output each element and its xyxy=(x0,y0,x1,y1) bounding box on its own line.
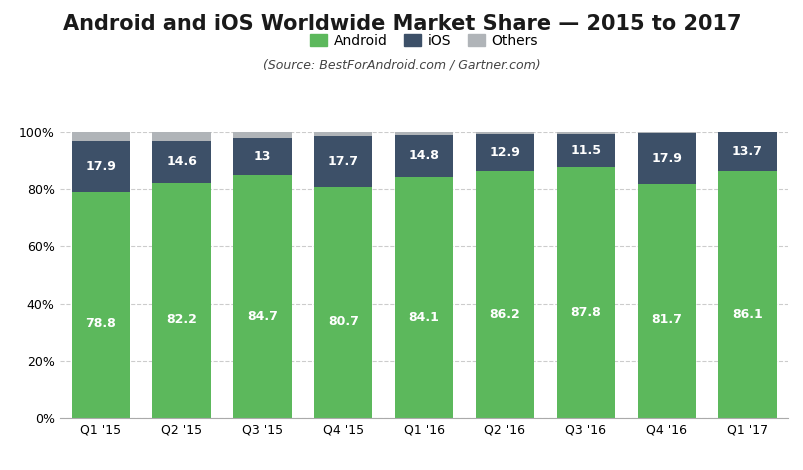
Text: 14.6: 14.6 xyxy=(166,155,197,168)
Text: 86.1: 86.1 xyxy=(732,308,762,321)
Bar xyxy=(556,166,614,418)
Bar xyxy=(556,133,614,166)
Bar xyxy=(637,132,695,133)
Bar xyxy=(71,132,129,141)
Bar xyxy=(475,171,533,418)
Bar xyxy=(314,187,372,418)
Text: 12.9: 12.9 xyxy=(489,146,520,159)
Bar xyxy=(637,133,695,184)
Bar xyxy=(718,172,776,418)
Bar xyxy=(394,177,453,418)
Bar xyxy=(314,136,372,187)
Text: 84.1: 84.1 xyxy=(408,311,439,323)
Text: (Source: BestForAndroid.com / Gartner.com): (Source: BestForAndroid.com / Gartner.co… xyxy=(263,59,540,72)
Text: 87.8: 87.8 xyxy=(569,306,601,319)
Text: 11.5: 11.5 xyxy=(569,144,601,157)
Bar xyxy=(233,132,291,138)
Text: 84.7: 84.7 xyxy=(247,310,278,323)
Text: 82.2: 82.2 xyxy=(166,313,197,326)
Bar xyxy=(718,132,776,172)
Text: 14.8: 14.8 xyxy=(408,149,439,163)
Text: 17.7: 17.7 xyxy=(328,155,358,168)
Text: 78.8: 78.8 xyxy=(85,317,116,330)
Bar xyxy=(71,192,129,418)
Bar xyxy=(233,138,291,175)
Text: Android and iOS Worldwide Market Share — 2015 to 2017: Android and iOS Worldwide Market Share —… xyxy=(63,14,740,34)
Text: 13.7: 13.7 xyxy=(732,145,762,158)
Bar xyxy=(153,141,210,183)
Text: 17.9: 17.9 xyxy=(650,152,681,165)
Text: 17.9: 17.9 xyxy=(85,160,116,173)
Bar xyxy=(475,132,533,134)
Bar xyxy=(394,135,453,177)
Bar xyxy=(153,132,210,141)
Legend: Android, iOS, Others: Android, iOS, Others xyxy=(306,30,541,52)
Bar xyxy=(153,183,210,418)
Text: 13: 13 xyxy=(254,150,271,164)
Bar xyxy=(233,175,291,418)
Bar xyxy=(394,132,453,135)
Bar xyxy=(475,134,533,171)
Bar xyxy=(71,141,129,192)
Text: 86.2: 86.2 xyxy=(489,308,520,321)
Text: 81.7: 81.7 xyxy=(650,313,681,327)
Bar xyxy=(314,132,372,136)
Bar xyxy=(556,132,614,133)
Text: 80.7: 80.7 xyxy=(328,314,358,328)
Bar xyxy=(637,184,695,418)
